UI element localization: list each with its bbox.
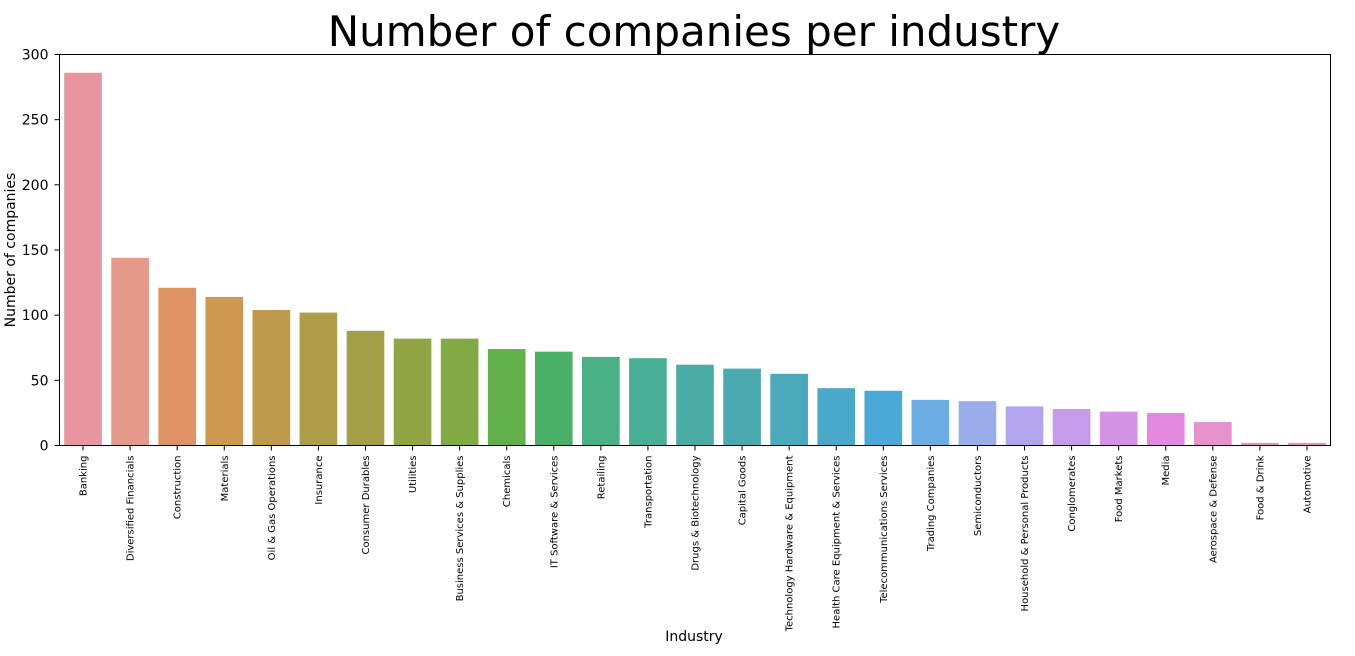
x-tick-label: Semiconductors [973,456,984,537]
bar [817,388,856,446]
bar [911,399,950,446]
y-axis-ticks: 0 50 100 150 200 250 300 [22,48,60,455]
bar [205,296,244,446]
bar [252,309,291,446]
bar [346,330,385,446]
x-tick-label: Construction [173,456,184,520]
x-tick-label: Diversified Financials [126,456,137,562]
x-tick-label: Materials [220,456,231,502]
bar [1241,442,1279,446]
y-tick-label: 200 [22,178,49,194]
x-tick-label: Banking [79,456,90,497]
x-tick-label: Capital Goods [738,456,749,526]
x-tick-label: Aerospace & Defense [1208,456,1219,564]
bar [723,368,761,446]
x-tick-label: Insurance [314,456,325,505]
bar [534,351,573,446]
y-tick-label: 250 [22,113,49,129]
y-tick-label: 300 [22,48,49,64]
bar [1005,406,1044,446]
x-tick-label: Health Care Equipment & Services [832,456,843,629]
x-tick-label: Household & Personal Products [1020,456,1031,612]
x-tick-label: Chemicals [502,456,513,508]
x-axis-ticks: Banking Diversified Financials Constructio… [79,445,1313,632]
bar [958,401,997,446]
x-tick-label: Trading Companies [926,456,937,553]
bar [864,390,903,446]
x-tick-label: Conglomerates [1067,456,1078,532]
y-tick-label: 150 [22,243,49,259]
y-tick-label: 50 [31,373,49,389]
x-tick-label: Oil & Gas Operations [267,456,278,561]
x-axis-label: Industry [665,629,723,645]
x-tick-label: IT Software & Services [549,456,560,569]
x-tick-label: Drugs & Biotechnology [691,455,702,570]
bar [1146,412,1185,446]
bar [299,312,338,446]
x-tick-label: Media [1161,456,1172,486]
x-tick-label: Transportation [643,456,654,529]
x-tick-label: Utilities [408,456,419,494]
bar [1193,422,1232,446]
bars-group [64,72,1326,446]
y-tick-label: 0 [40,439,49,455]
bar [1052,409,1091,446]
bar [440,338,479,446]
y-axis-label: Number of companies [3,173,19,328]
bar [770,373,808,446]
bar [676,364,714,446]
x-tick-label: Technology Hardware & Equipment [785,455,796,632]
x-tick-label: Food & Drink [1255,455,1266,520]
bar [1288,442,1326,446]
bar [582,356,620,446]
x-tick-label: Food Markets [1114,456,1125,523]
chart-title: Number of companies per industry [328,7,1061,56]
x-tick-label: Business Services & Supplies [455,456,466,602]
x-tick-label: Retailing [596,456,607,500]
x-tick-label: Automotive [1302,456,1313,514]
bar [393,338,432,446]
y-tick-label: 100 [22,308,49,324]
x-tick-label: Telecommunications Services [879,456,890,604]
x-tick-label: Consumer Durables [361,456,372,555]
bar [111,257,149,446]
bar [158,287,197,446]
bar [1099,411,1138,446]
bar [64,72,102,446]
bar [487,349,526,446]
bar [629,358,667,446]
plot-frame [59,54,1331,446]
